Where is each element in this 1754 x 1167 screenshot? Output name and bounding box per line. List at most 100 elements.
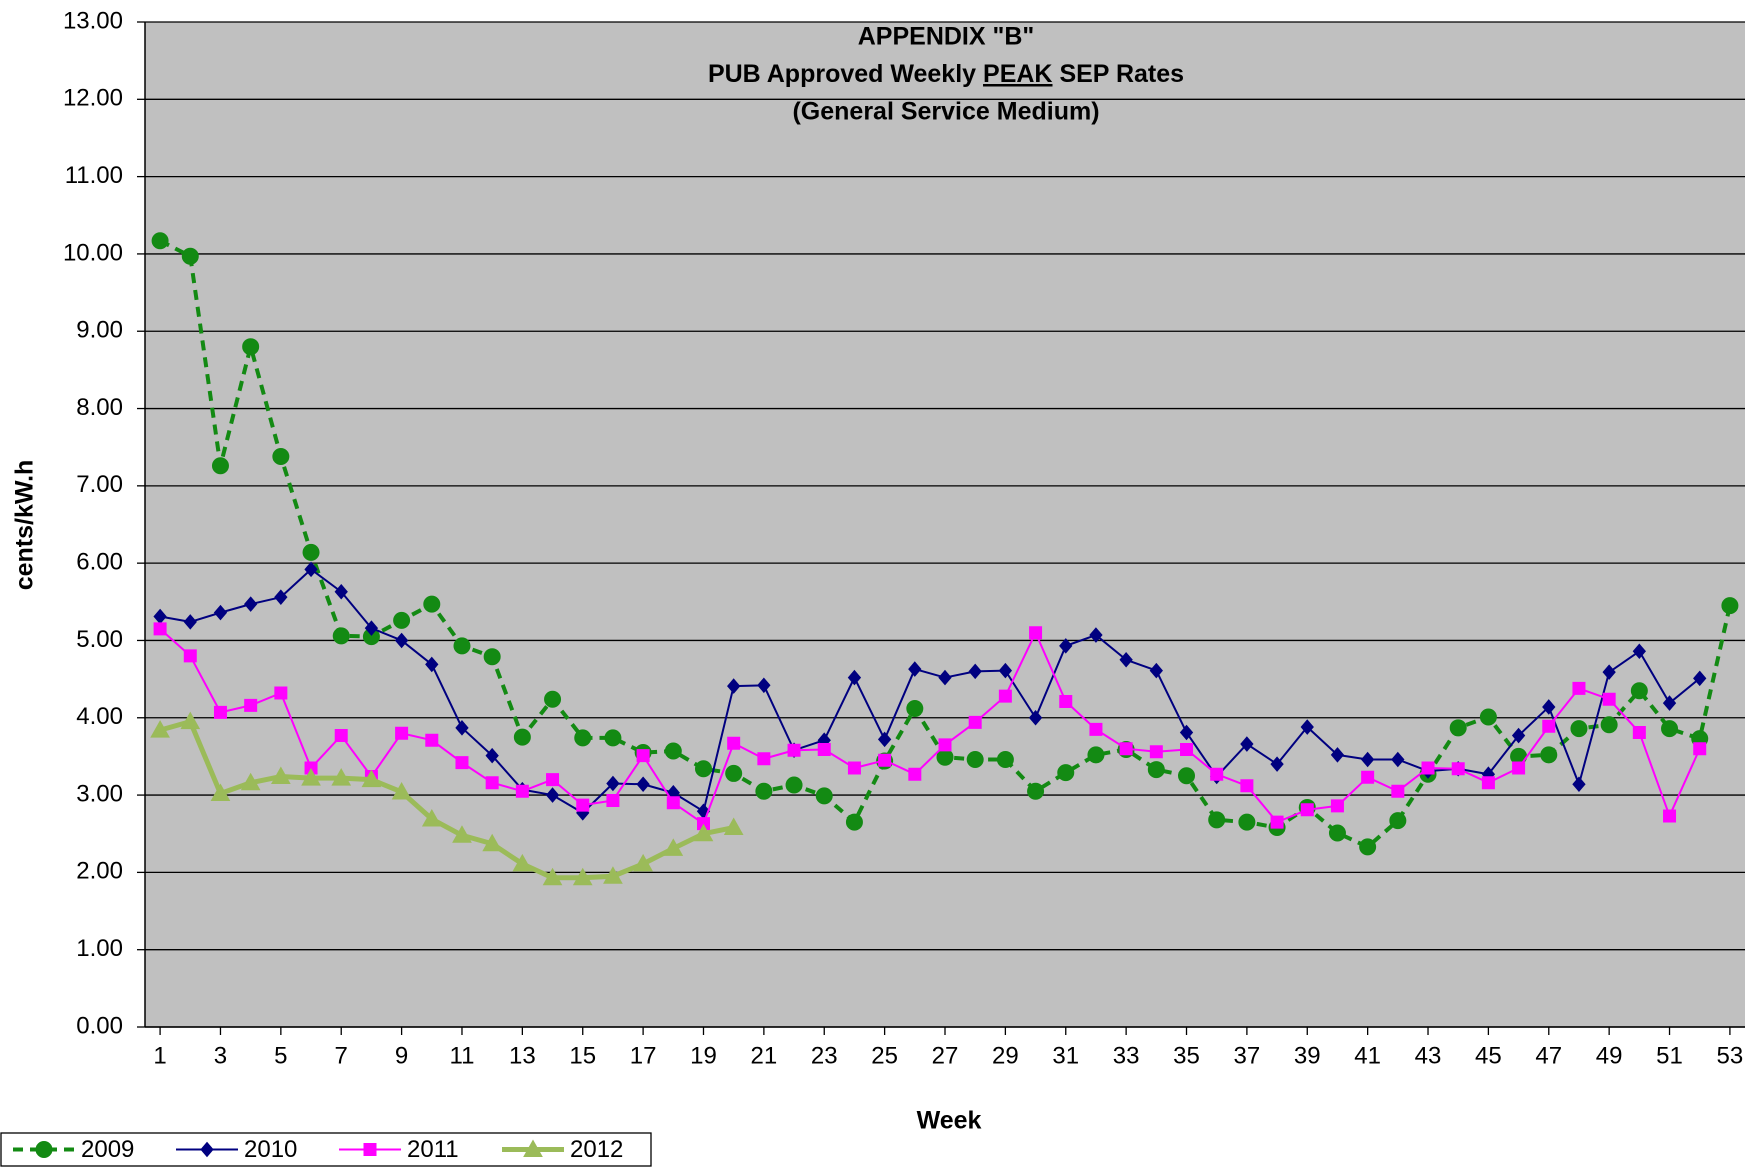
marker xyxy=(757,677,771,694)
marker xyxy=(633,853,653,872)
x-tick-label: 39 xyxy=(1294,1042,1321,1069)
x-tick-label: 25 xyxy=(871,1042,898,1069)
marker xyxy=(1542,719,1556,733)
marker xyxy=(304,561,318,578)
legend-label: 2012 xyxy=(570,1136,623,1163)
marker xyxy=(272,447,290,465)
marker xyxy=(183,614,197,630)
marker xyxy=(1180,742,1194,756)
marker xyxy=(1572,776,1586,793)
x-tick-label: 37 xyxy=(1234,1042,1261,1069)
y-tick-label: 13.00 xyxy=(63,7,123,34)
marker xyxy=(1602,692,1616,706)
marker xyxy=(845,813,863,831)
title-part: PUB Approved Weekly xyxy=(708,60,976,88)
marker xyxy=(966,751,984,769)
marker xyxy=(542,867,563,886)
marker xyxy=(1360,751,1375,768)
marker xyxy=(1542,699,1556,715)
marker xyxy=(1238,813,1256,831)
marker xyxy=(572,867,593,886)
y-tick-label: 5.00 xyxy=(76,626,123,653)
marker xyxy=(213,705,227,719)
x-tick-label: 5 xyxy=(274,1042,287,1069)
marker xyxy=(455,756,469,770)
marker xyxy=(180,711,201,730)
x-tick-label: 7 xyxy=(335,1042,348,1069)
marker xyxy=(847,761,861,775)
marker xyxy=(1027,782,1045,800)
marker xyxy=(576,798,590,812)
marker xyxy=(302,543,320,561)
x-tick-label: 35 xyxy=(1173,1042,1200,1069)
marker xyxy=(423,595,441,613)
marker xyxy=(1632,725,1646,739)
marker xyxy=(1119,742,1133,756)
marker xyxy=(996,751,1014,769)
y-tick-label: 4.00 xyxy=(76,703,123,730)
marker xyxy=(1421,761,1435,775)
marker xyxy=(998,689,1012,703)
marker xyxy=(785,776,803,794)
x-tick-label: 27 xyxy=(932,1042,959,1069)
legend-label: 2010 xyxy=(244,1136,297,1163)
y-tick-label: 3.00 xyxy=(76,780,123,807)
x-tick-label: 33 xyxy=(1113,1042,1140,1069)
marker xyxy=(1300,719,1314,735)
legend-label: 2009 xyxy=(81,1136,134,1163)
x-tick-label: 21 xyxy=(751,1042,778,1069)
marker xyxy=(938,738,952,752)
marker xyxy=(604,729,622,747)
marker xyxy=(727,736,741,750)
marker xyxy=(364,620,379,636)
marker xyxy=(485,776,499,790)
marker xyxy=(274,686,288,700)
marker xyxy=(1057,764,1075,782)
marker xyxy=(817,742,831,756)
x-tick-label: 13 xyxy=(509,1042,536,1069)
x-tick-label: 1 xyxy=(153,1042,166,1069)
x-tick-label: 45 xyxy=(1475,1042,1502,1069)
marker xyxy=(153,622,167,636)
marker xyxy=(1119,652,1133,668)
marker xyxy=(1570,720,1588,738)
marker xyxy=(998,662,1013,679)
marker xyxy=(908,767,922,781)
marker xyxy=(1147,761,1165,779)
marker xyxy=(244,596,258,612)
marker xyxy=(1210,767,1224,781)
marker xyxy=(334,583,348,600)
chart-title: PUB Approved Weekly PEAK SEP Rates xyxy=(708,60,1184,88)
marker xyxy=(361,769,382,788)
marker xyxy=(606,793,620,807)
title-part: SEP Rates xyxy=(1059,60,1184,88)
marker xyxy=(1059,638,1073,654)
marker xyxy=(393,611,411,629)
marker xyxy=(150,720,170,738)
y-tick-label: 0.00 xyxy=(76,1012,123,1039)
marker xyxy=(1661,720,1679,738)
marker xyxy=(482,833,503,852)
marker xyxy=(1451,762,1465,776)
marker xyxy=(878,753,892,767)
marker xyxy=(906,699,924,717)
x-tick-label: 51 xyxy=(1656,1042,1683,1069)
marker xyxy=(151,232,169,250)
marker xyxy=(332,627,350,645)
marker xyxy=(1693,670,1707,687)
marker xyxy=(603,866,623,884)
marker xyxy=(1087,746,1105,764)
y-tick-label: 1.00 xyxy=(76,935,123,962)
legend-marker xyxy=(523,1139,543,1157)
x-tick-label: 11 xyxy=(450,1042,475,1069)
marker xyxy=(1059,695,1073,709)
marker xyxy=(1630,682,1648,700)
marker xyxy=(1359,838,1377,856)
marker xyxy=(1663,809,1677,823)
marker xyxy=(211,457,229,475)
marker xyxy=(1572,681,1586,695)
marker xyxy=(1632,643,1646,660)
marker xyxy=(394,632,409,649)
